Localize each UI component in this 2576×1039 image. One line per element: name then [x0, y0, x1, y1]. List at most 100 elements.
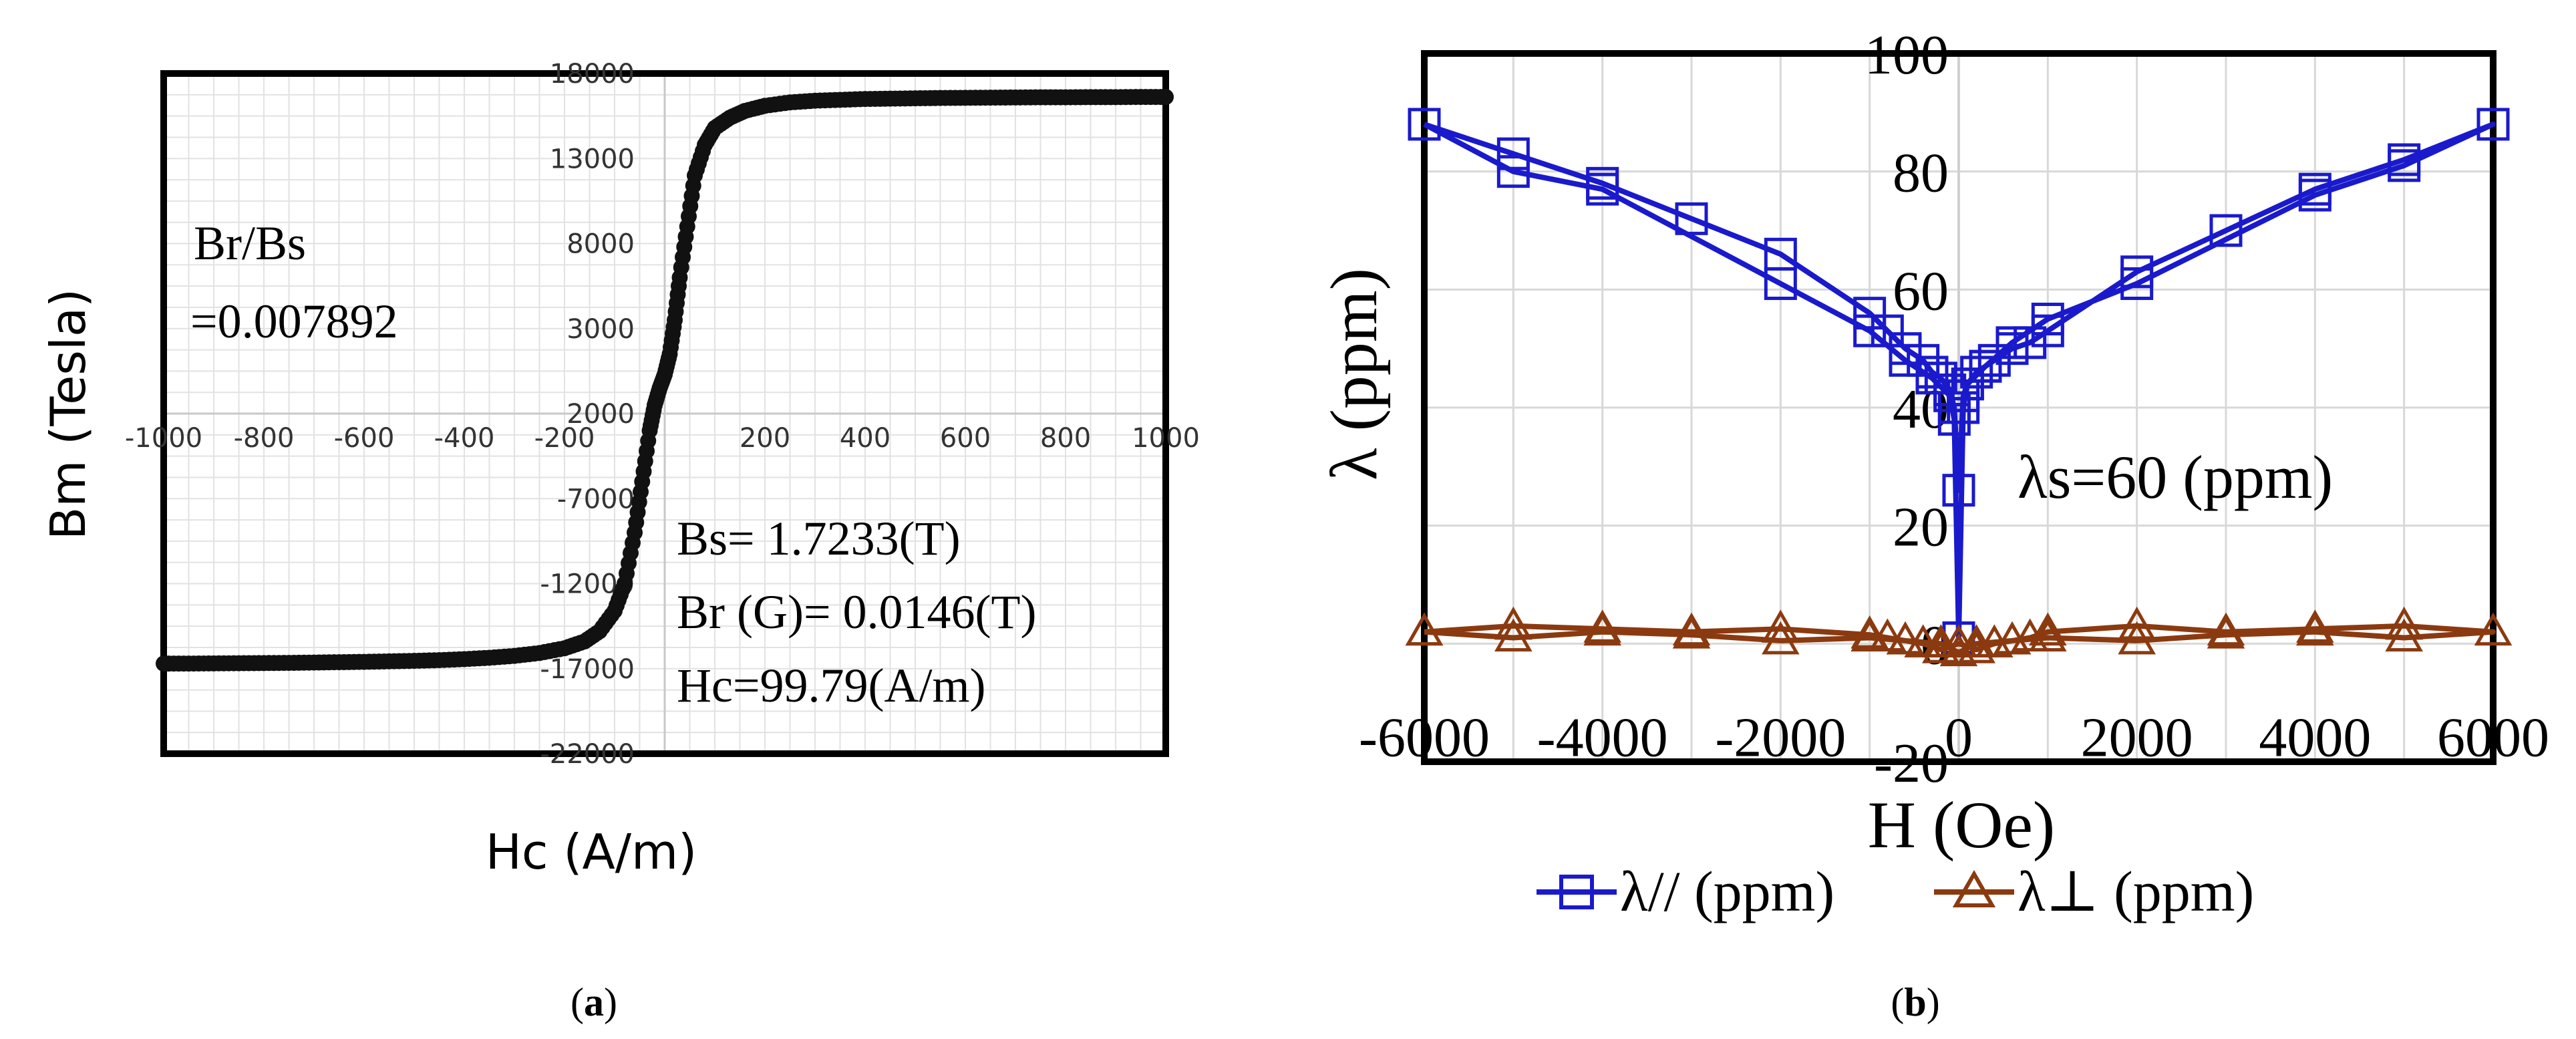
legend-lambda-perp-label: λ⊥ (ppm)	[2018, 859, 2254, 923]
lambda-perp-point	[1494, 606, 1533, 640]
lambda-perp-point	[2385, 618, 2423, 651]
panel-a-x-tick-label: -1000	[125, 423, 202, 454]
panel-b-x-tick-labels: -6000 -4000 -2000 0 2000 4000 6000	[1359, 706, 2549, 768]
panel-a: -1000 -800 -600 -400 -200 200 400 600 800 1000 18…	[40, 59, 1200, 1024]
lambda-parallel-point	[2014, 326, 2047, 359]
lambda-parallel-point	[1915, 361, 1949, 395]
lambda-perp-point	[1494, 618, 1533, 651]
lambda-parallel-point	[1995, 326, 2029, 359]
panel-b-annotation-lambda-s: λs=60 (ppm)	[2018, 443, 2333, 511]
lambda-parallel-point	[2298, 178, 2331, 212]
legend-lambda-parallel-label: λ// (ppm)	[1620, 859, 1834, 923]
panel-b-y-axis-label: λ (ppm)	[1317, 268, 1391, 480]
panel-a-bh-curve	[156, 89, 1174, 672]
lambda-perp-point	[1957, 624, 1995, 657]
lambda-perp-point	[1993, 621, 2032, 655]
panel-b-series-line	[1424, 623, 2496, 655]
panel-a-x-tick-label: -200	[534, 423, 595, 454]
lambda-parallel-point	[1871, 314, 1904, 347]
panel-b-y-tick-label: 20	[1893, 496, 1949, 559]
panel-a-x-axis-label: Hc (A/m)	[486, 824, 697, 880]
lambda-parallel-point	[1942, 474, 1975, 507]
lambda-perp-point	[1672, 615, 1711, 649]
lambda-parallel-point	[1586, 172, 1619, 206]
lambda-perp-point	[2029, 612, 2067, 646]
panel-a-y-tick-label: 8000	[567, 229, 635, 260]
lambda-parallel-point	[1937, 403, 1971, 436]
lambda-parallel-point	[1960, 355, 1993, 389]
panel-a-caption: (a)	[571, 980, 617, 1024]
panel-b-y-tick-label: 60	[1893, 260, 1949, 322]
lambda-perp-point	[1850, 618, 1889, 651]
panel-a-annotation-br: Br (G)= 0.0146(T)	[677, 585, 1037, 639]
panel-a-annotation-bs: Bs= 1.7233(T)	[677, 512, 961, 565]
lambda-parallel-point	[2031, 303, 2064, 335]
panel-b-y-tick-label: 80	[1893, 142, 1949, 204]
panel-b-x-tick-label: -2000	[1715, 706, 1846, 768]
panel-a-caption-letter: a	[584, 980, 604, 1024]
panel-b-y-tick-label: -20	[1874, 732, 1949, 794]
lambda-perp-point	[2118, 621, 2156, 655]
lambda-parallel-point	[1853, 314, 1887, 347]
panel-a-annotation-br-bs-value: =0.007892	[190, 295, 398, 348]
panel-b-x-tick-label: -6000	[1359, 706, 1490, 768]
lambda-parallel-point	[1933, 379, 1967, 412]
panel-a-y-tick-label: 3000	[567, 314, 635, 345]
panel-a-x-tick-label: 400	[840, 423, 891, 454]
lambda-perp-point	[2118, 606, 2156, 640]
panel-b-y-tick-label: 100	[1865, 24, 1949, 86]
lambda-parallel-point	[1853, 297, 1887, 330]
panel-a-x-tick-label: 600	[940, 423, 991, 454]
panel-a-y-tick-label: -22000	[540, 739, 635, 770]
panel-b-caption-letter: b	[1904, 980, 1926, 1024]
panel-a-annotation-br-bs-label: Br/Bs	[194, 216, 306, 270]
panel-b-caption: (b)	[1891, 980, 1939, 1024]
panel-b-plot-frame	[1421, 50, 2497, 765]
lambda-parallel-point	[1496, 155, 1530, 188]
panel-b-x-tick-label: 2000	[2081, 706, 2193, 768]
panel-b-legend: λ// (ppm) λ⊥ (ppm)	[1537, 859, 2254, 923]
panel-a-x-tick-label: 200	[740, 423, 790, 454]
panel-a-y-tick-label: 13000	[550, 144, 635, 174]
lambda-parallel-point	[2120, 267, 2154, 300]
lambda-parallel-point	[1907, 343, 1940, 377]
panel-a-y-axis-label: Bm (Tesla)	[40, 289, 96, 540]
panel-b-x-axis-label: H (Oe)	[1868, 788, 2055, 862]
panel-b-x-tick-label: -4000	[1537, 706, 1668, 768]
panel-b-x-tick-label: 0	[1945, 706, 1973, 768]
panel-a-x-tick-label: 800	[1040, 423, 1091, 454]
lambda-perp-point	[1922, 624, 1960, 657]
lambda-parallel-point	[1969, 349, 2002, 383]
lambda-parallel-point	[1408, 108, 1441, 141]
lambda-perp-point	[1405, 612, 1444, 646]
lambda-parallel-point	[1496, 137, 1530, 170]
panel-a-x-tick-labels: -1000 -800 -600 -400 -200 200 400 600 800 1000	[125, 423, 1200, 454]
lambda-perp-point	[1886, 621, 1925, 655]
lambda-parallel-point	[2209, 214, 2243, 247]
lambda-perp-point	[1762, 621, 1800, 655]
lambda-parallel-point	[2388, 149, 2421, 182]
panel-a-y-tick-label: 18000	[550, 59, 635, 90]
panel-a-y-tick-label: -17000	[540, 654, 635, 685]
lambda-perp-point	[1583, 612, 1621, 646]
lambda-parallel-point	[1951, 367, 1984, 401]
panel-a-x-tick-label: -800	[234, 423, 295, 454]
lambda-perp-point	[2474, 612, 2513, 646]
panel-a-data-point	[1158, 89, 1174, 106]
lambda-perp-point	[2385, 606, 2423, 640]
lambda-perp-point	[1939, 633, 1978, 667]
panel-a-y-tick-label: -7000	[557, 484, 635, 514]
lambda-parallel-point	[1889, 343, 1922, 377]
lambda-parallel-point	[1764, 267, 1797, 300]
panel-a-plot-frame	[160, 70, 1169, 757]
panel-b-series	[1405, 108, 2513, 667]
panel-a-x-tick-label: 1000	[1132, 423, 1200, 454]
lambda-perp-point	[1762, 609, 1800, 643]
lambda-perp-point	[2029, 618, 2067, 651]
lambda-parallel-point	[1675, 202, 1708, 235]
panel-a-x-tick-label: -400	[434, 423, 495, 454]
legend-lambda-perp-marker	[1952, 869, 1996, 907]
legend-lambda-parallel-marker	[1559, 875, 1594, 909]
